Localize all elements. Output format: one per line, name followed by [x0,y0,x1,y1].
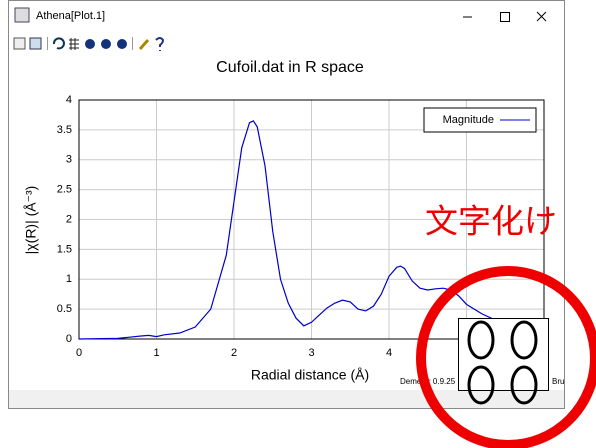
window-title: Athena[Plot.1] [36,10,105,22]
tool-button[interactable] [101,39,111,49]
annotation: 文字化け [425,203,557,240]
y-tick-label: 2 [66,213,72,225]
tool-button[interactable] [117,39,127,49]
app-icon [15,8,29,22]
y-tick-label: 0 [66,333,72,345]
x-tick-label: 2 [231,347,237,359]
legend-label: Magnitude [443,114,494,126]
y-tick-label: 1.5 [57,243,72,255]
tool-button[interactable] [85,39,95,49]
x-tick-label: 1 [153,347,159,359]
y-tick-label: 3 [66,154,72,166]
x-tick-label: 4 [386,347,392,359]
x-tick-label: 3 [308,347,314,359]
x-tick-label: 0 [76,347,82,359]
x-axis-label: Radial distance (Å) [251,367,369,383]
y-tick-label: 1 [66,273,72,285]
screenshot: Athena[Plot.1] Cufoil.dat in R space Rad… [0,0,596,448]
y-tick-label: 0.5 [57,303,72,315]
y-tick-label: 3.5 [57,124,72,136]
tool-button[interactable] [30,38,41,49]
page: {"window": {"title": "Athena[Plot.1]"}, … [0,0,596,448]
y-tick-label: 4 [66,94,72,106]
footer-right: Bru [552,377,564,386]
garbled-glyphs [459,319,549,404]
tool-button[interactable] [14,38,25,49]
tool-button[interactable] [69,38,79,50]
y-tick-label: 2.5 [57,184,72,196]
y-axis-label: |χ(R)| (Å⁻³) [23,186,39,255]
chart-title: Cufoil.dat in R space [216,59,364,76]
status-bar [9,390,564,408]
